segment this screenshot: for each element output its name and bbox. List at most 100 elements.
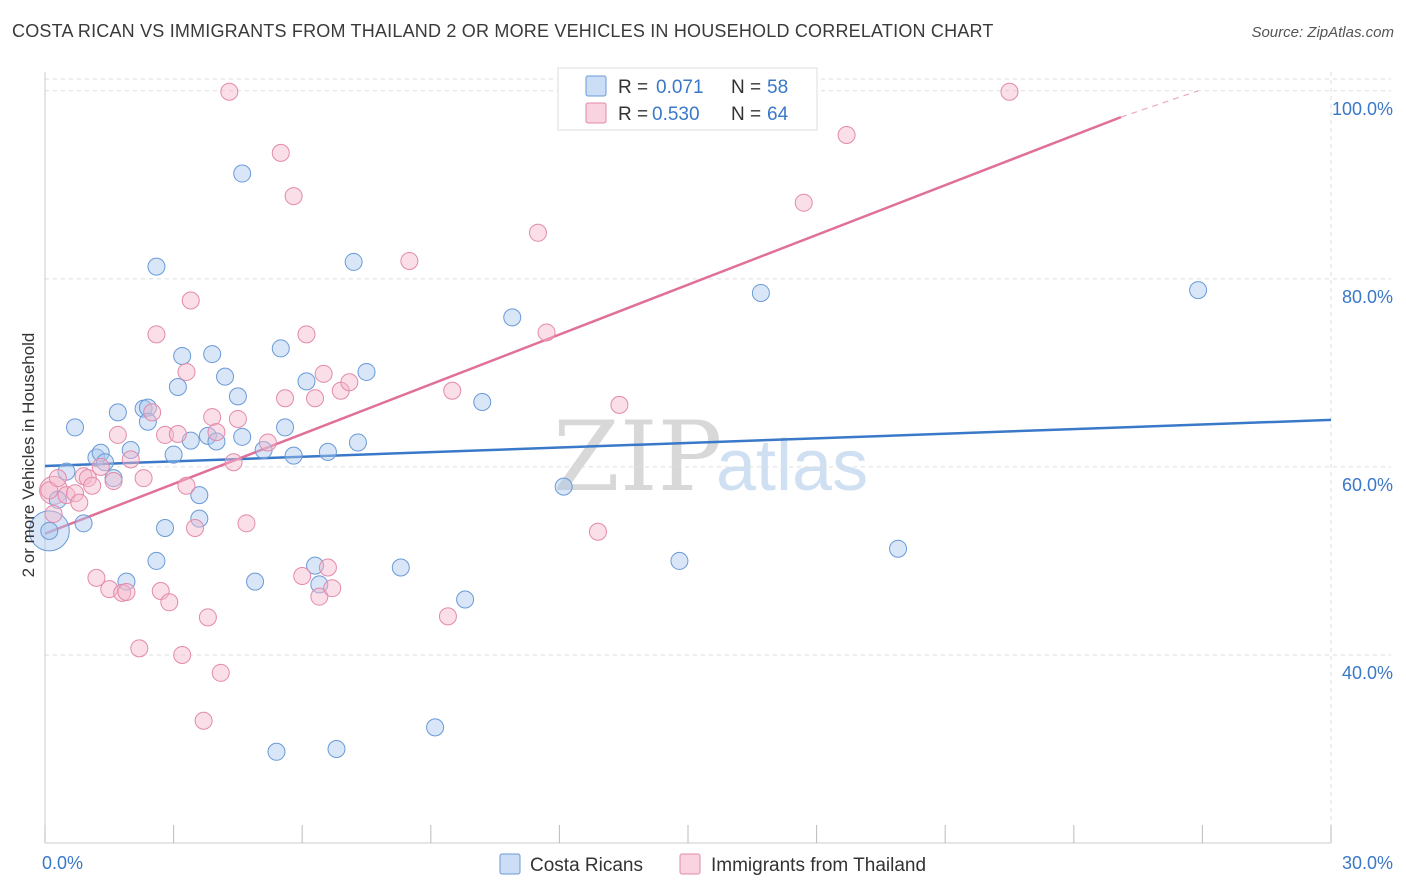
- data-point: [889, 539, 908, 558]
- data-point: [186, 519, 205, 538]
- axes: [44, 72, 1332, 844]
- data-point: [1000, 82, 1019, 101]
- data-point: [314, 364, 333, 383]
- data-point: [173, 645, 192, 664]
- data-point: [147, 551, 166, 570]
- data-point: [318, 558, 337, 577]
- data-point: [147, 325, 166, 344]
- data-point: [198, 426, 217, 445]
- y-tick-label: 40.0%: [1342, 663, 1393, 683]
- data-point: [588, 522, 607, 541]
- data-point: [233, 164, 252, 183]
- data-point: [173, 346, 192, 365]
- data-point: [258, 433, 277, 452]
- chart-title: COSTA RICAN VS IMMIGRANTS FROM THAILAND …: [12, 21, 994, 41]
- data-point: [751, 283, 770, 302]
- data-point: [318, 442, 337, 461]
- data-point: [327, 739, 346, 758]
- data-point: [391, 558, 410, 577]
- data-point: [284, 187, 303, 206]
- legend-r-value-2: 0.530: [652, 104, 700, 125]
- data-point: [211, 663, 230, 682]
- data-point: [83, 476, 102, 495]
- data-point: [284, 446, 303, 465]
- data-point: [438, 607, 457, 626]
- legend-n-value-2: 64: [767, 104, 789, 125]
- trend-line-costa-ricans: [44, 418, 1332, 468]
- data-point: [134, 469, 153, 488]
- data-point: [66, 484, 85, 503]
- data-point: [276, 389, 295, 408]
- data-point: [121, 450, 140, 469]
- data-point: [190, 509, 209, 528]
- data-point: [233, 427, 252, 446]
- data-point: [177, 476, 196, 495]
- data-point: [306, 389, 325, 408]
- data-point: [537, 323, 556, 342]
- data-point: [203, 345, 222, 364]
- data-point: [528, 223, 547, 242]
- data-point: [400, 251, 419, 270]
- data-point: [340, 373, 359, 392]
- trend-lines: [44, 90, 1332, 535]
- data-point: [39, 475, 69, 505]
- data-point: [108, 425, 127, 444]
- data-point: [267, 742, 286, 761]
- data-point: [237, 514, 256, 533]
- data-point: [228, 409, 247, 428]
- series-legend-swatch-costa-ricans: [499, 853, 521, 875]
- legend-n-label-1: N =: [731, 77, 761, 98]
- data-points: [28, 82, 1208, 761]
- data-point: [297, 325, 316, 344]
- y-tick-label: 100.0%: [1332, 99, 1393, 119]
- data-point: [473, 393, 492, 412]
- data-point: [323, 579, 342, 598]
- data-point: [246, 572, 265, 591]
- data-point: [117, 582, 136, 601]
- legend-swatch-pink: [585, 102, 607, 124]
- data-point: [228, 387, 247, 406]
- data-point: [293, 566, 312, 585]
- data-point: [310, 587, 329, 606]
- series-legend: Costa Ricans Immigrants from Thailand: [499, 853, 926, 876]
- data-point: [138, 412, 157, 431]
- data-point: [156, 519, 175, 538]
- legend-r-value-1: 0.071: [656, 77, 704, 98]
- data-point: [271, 339, 290, 358]
- data-point: [156, 425, 175, 444]
- data-point: [91, 443, 110, 462]
- data-point: [224, 453, 243, 472]
- data-point: [207, 432, 226, 451]
- x-tick-label: 30.0%: [1342, 853, 1393, 873]
- data-point: [610, 395, 629, 414]
- data-point: [1189, 281, 1208, 300]
- data-point: [181, 291, 200, 310]
- correlation-legend: R = 0.071 N = 58 R = 0.530 N = 64: [557, 67, 818, 131]
- data-point: [207, 423, 226, 442]
- data-point: [44, 504, 63, 523]
- data-point: [177, 362, 196, 381]
- y-tick-labels: 40.0% 60.0% 80.0% 100.0%: [1332, 99, 1393, 683]
- series-legend-thailand: Immigrants from Thailand: [711, 855, 926, 876]
- data-point: [276, 418, 295, 437]
- data-point: [443, 381, 462, 400]
- data-point: [108, 403, 127, 422]
- data-point: [348, 433, 367, 452]
- data-point: [74, 514, 93, 533]
- x-tick-label: 0.0%: [42, 853, 83, 873]
- data-point: [164, 445, 183, 464]
- data-point: [456, 590, 475, 609]
- data-point: [117, 572, 136, 591]
- data-point: [66, 418, 85, 437]
- data-point: [357, 362, 376, 381]
- data-point: [121, 440, 140, 459]
- data-point: [670, 551, 689, 570]
- y-axis-label: 2 or more Vehicles in Household: [19, 333, 38, 578]
- data-point: [426, 718, 445, 737]
- data-point: [91, 457, 110, 476]
- legend-r-label-2: R =: [618, 104, 648, 125]
- data-point: [104, 472, 123, 491]
- data-point: [168, 424, 187, 443]
- data-point: [130, 639, 149, 658]
